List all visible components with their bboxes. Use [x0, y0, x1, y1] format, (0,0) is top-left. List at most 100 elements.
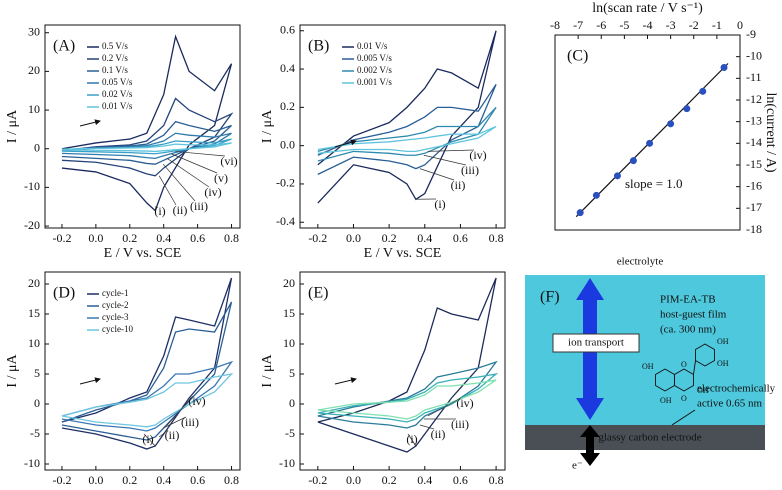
legend-label: 0.001 V/s: [357, 77, 392, 87]
x-tick-label: 0.4: [156, 473, 171, 487]
x-tick-label: -4: [643, 18, 653, 32]
cv-curve: [317, 372, 499, 423]
cv-curve: [61, 34, 233, 212]
plot-frame: [44, 271, 241, 471]
cv-curve: [61, 142, 232, 153]
leader: [171, 153, 218, 174]
y-tick-label: 0: [289, 396, 295, 410]
curve-label: (ii): [451, 178, 466, 192]
legend-label: 0.5 V/s: [102, 41, 128, 51]
x-tick-label: 0.2: [122, 473, 137, 487]
cv-curve: [317, 30, 497, 204]
cv-curve: [61, 120, 232, 165]
x-tick-label: -0.2: [52, 231, 71, 245]
curve-label: (ii): [173, 203, 188, 217]
y-tick-label: -18: [746, 222, 762, 236]
y-tick-label: 0.2: [280, 99, 295, 113]
molecule: [655, 343, 715, 392]
legend-label: 0.005 V/s: [357, 53, 392, 63]
point: [592, 191, 600, 199]
cv-curve: [317, 84, 497, 175]
point: [667, 120, 675, 128]
electrode-label: glassy carbon electrode: [598, 432, 701, 444]
legend-label: cycle-1: [102, 288, 128, 298]
leader: [154, 205, 157, 211]
cv-curve: [317, 277, 497, 453]
x-tick-label: 0.2: [382, 473, 397, 487]
curve-label: (i): [434, 197, 445, 211]
x-axis-label: E / V vs. SCE: [104, 488, 182, 490]
y-tick-label: -16: [746, 178, 762, 192]
x-tick-label: 0.0: [88, 473, 103, 487]
electron-arrow: [580, 425, 600, 466]
x-tick-label: -0.2: [308, 473, 327, 487]
leader: [423, 154, 467, 166]
x-tick-label: 0.0: [346, 231, 361, 245]
film-label: (ca. 300 nm): [660, 324, 716, 336]
y-tick-label: 30: [28, 24, 40, 38]
x-tick-label: -1: [712, 18, 722, 32]
point: [720, 64, 728, 71]
y-tick-label: 0.0: [280, 137, 295, 151]
point: [699, 87, 707, 95]
y-tick-label: -10: [746, 48, 762, 62]
film-label: PIM-EA-TB: [660, 294, 716, 306]
curve-label: (iii): [451, 417, 469, 431]
panel-label: (B): [308, 38, 329, 55]
panel-label: (A): [53, 38, 75, 55]
panel-label: (E): [308, 285, 328, 302]
sweep-arrow: [79, 377, 101, 385]
curve-label: (iv): [188, 394, 205, 408]
point: [629, 157, 637, 165]
leader: [407, 433, 417, 447]
curve-label: (iv): [456, 396, 473, 410]
plot-frame: [44, 24, 241, 229]
x-tick-label: 0.0: [346, 473, 361, 487]
y-tick-label: 10: [283, 336, 295, 350]
x-tick-label: 0.6: [453, 473, 468, 487]
x-tick-label: 0.8: [224, 231, 239, 245]
y-tick-label: -0.2: [276, 176, 295, 190]
panel-label: (D): [53, 285, 75, 302]
y-tick-label: 5: [34, 366, 40, 380]
x-tick-label: -7: [573, 18, 583, 32]
curve-label: (i): [142, 432, 153, 446]
plot-frame: [299, 24, 506, 229]
leader: [162, 163, 196, 202]
x-axis-label: E / V vs. SCE: [364, 246, 442, 261]
cv-curve: [317, 106, 497, 162]
panel-f: electrolyte (F) ion transport PIM-EA-TB …: [525, 256, 776, 472]
y-tick-label: 0.4: [280, 61, 295, 75]
cv-curve: [61, 132, 232, 160]
atom-label: OH: [660, 396, 672, 405]
curve-label: (iv): [204, 185, 221, 199]
legend-label: 0.01 V/s: [102, 101, 133, 111]
x-tick-label: -8: [550, 18, 560, 32]
point: [683, 105, 691, 113]
point: [576, 209, 584, 217]
leader: [419, 168, 455, 181]
atom-label: O: [681, 394, 687, 403]
curve-label: (i): [406, 432, 417, 446]
leader: [427, 149, 475, 152]
sweep-arrow: [334, 139, 357, 148]
legend-label: 0.05 V/s: [102, 77, 133, 87]
cv-curve: [317, 360, 498, 429]
y-tick-label: 20: [28, 276, 40, 290]
sweep-arrow: [79, 119, 101, 127]
x-tick-label: -6: [596, 18, 606, 32]
y-tick-label: 15: [283, 306, 295, 320]
x-tick-label: 0.0: [88, 231, 103, 245]
curve-label: (v): [214, 171, 228, 185]
legend-label: 0.1 V/s: [102, 65, 128, 75]
x-tick-label: -0.2: [308, 231, 327, 245]
x-tick-label: 0.2: [382, 231, 397, 245]
y-tick-label: -10: [24, 179, 40, 193]
plot-frame: [299, 271, 506, 471]
y-tick-label: -17: [746, 200, 762, 214]
curve-label: (iii): [181, 415, 199, 429]
legend-label: 0.2 V/s: [102, 53, 128, 63]
x-tick-label: 0.4: [156, 231, 171, 245]
x-tick-label: 0.8: [224, 473, 239, 487]
y-tick-label: 0: [34, 140, 40, 154]
